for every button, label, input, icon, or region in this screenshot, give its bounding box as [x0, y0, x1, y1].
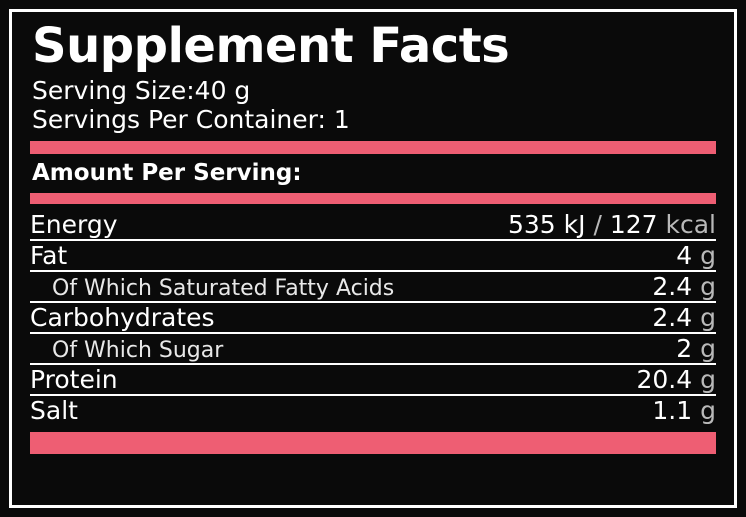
row-unit: kcal — [665, 210, 717, 239]
servings-per-container-line: Servings Per Container: 1 — [32, 105, 716, 134]
panel-border — [9, 9, 737, 508]
row-label: Carbohydrates — [30, 303, 215, 332]
page-title: Supplement Facts — [32, 18, 510, 74]
row-value-number: 4 — [676, 241, 693, 270]
row-label: Of Which Saturated Fatty Acids — [52, 276, 395, 301]
amount-per-serving-heading: Amount Per Serving: — [32, 160, 302, 186]
row-value-kcal: 127 — [609, 210, 658, 239]
row-unit: g — [700, 396, 716, 425]
table-row: Energy 535 kJ / 127 kcal — [30, 210, 716, 240]
accent-bar-bottom — [30, 432, 716, 454]
table-row: Salt 1.1 g — [30, 395, 716, 425]
label-content: Supplement Facts Serving Size:40 g Servi… — [30, 22, 716, 454]
servings-per-container-value: 1 — [333, 105, 350, 134]
row-value-number: 2.4 — [652, 303, 693, 332]
table-row: Of Which Sugar 2 g — [30, 333, 716, 364]
row-value-number: 2.4 — [652, 272, 693, 301]
row-label: Protein — [30, 365, 118, 394]
row-label: Salt — [30, 396, 78, 425]
table-row: Protein 20.4 g — [30, 364, 716, 395]
row-value-separator: / — [593, 210, 602, 239]
servings-per-container-label: Servings Per Container: — [32, 105, 326, 134]
row-label: Of Which Sugar — [52, 338, 224, 363]
row-value-kj: 535 kJ — [507, 210, 586, 239]
table-row: Carbohydrates 2.4 g — [30, 302, 716, 333]
row-value: 535 kJ / 127 kcal — [373, 210, 716, 240]
row-label: Energy — [30, 210, 118, 239]
row-unit: g — [700, 241, 716, 270]
row-label: Fat — [30, 241, 68, 270]
row-unit: g — [700, 303, 716, 332]
row-value: 2 g — [373, 333, 716, 364]
row-value-number: 2 — [676, 334, 693, 363]
serving-size-value: 40 g — [194, 76, 251, 105]
row-unit: g — [700, 272, 716, 301]
row-value-number: 1.1 — [652, 396, 693, 425]
row-value: 2.4 g — [373, 302, 716, 333]
row-unit: g — [700, 334, 716, 363]
row-value: 4 g — [373, 240, 716, 271]
table-row: Of Which Saturated Fatty Acids 2.4 g — [30, 271, 716, 302]
nutrition-table: Energy 535 kJ / 127 kcal Fat 4 g — [30, 210, 716, 425]
row-value-number: 20.4 — [636, 365, 693, 394]
accent-bar-top — [30, 141, 716, 154]
row-value: 2.4 g — [373, 271, 716, 302]
accent-bar-middle — [30, 193, 716, 204]
serving-size-line: Serving Size:40 g — [32, 76, 716, 105]
row-value: 20.4 g — [373, 364, 717, 395]
serving-size-label: Serving Size: — [32, 76, 195, 105]
table-row: Fat 4 g — [30, 240, 716, 271]
row-value: 1.1 g — [373, 395, 716, 425]
row-unit: g — [700, 365, 716, 394]
